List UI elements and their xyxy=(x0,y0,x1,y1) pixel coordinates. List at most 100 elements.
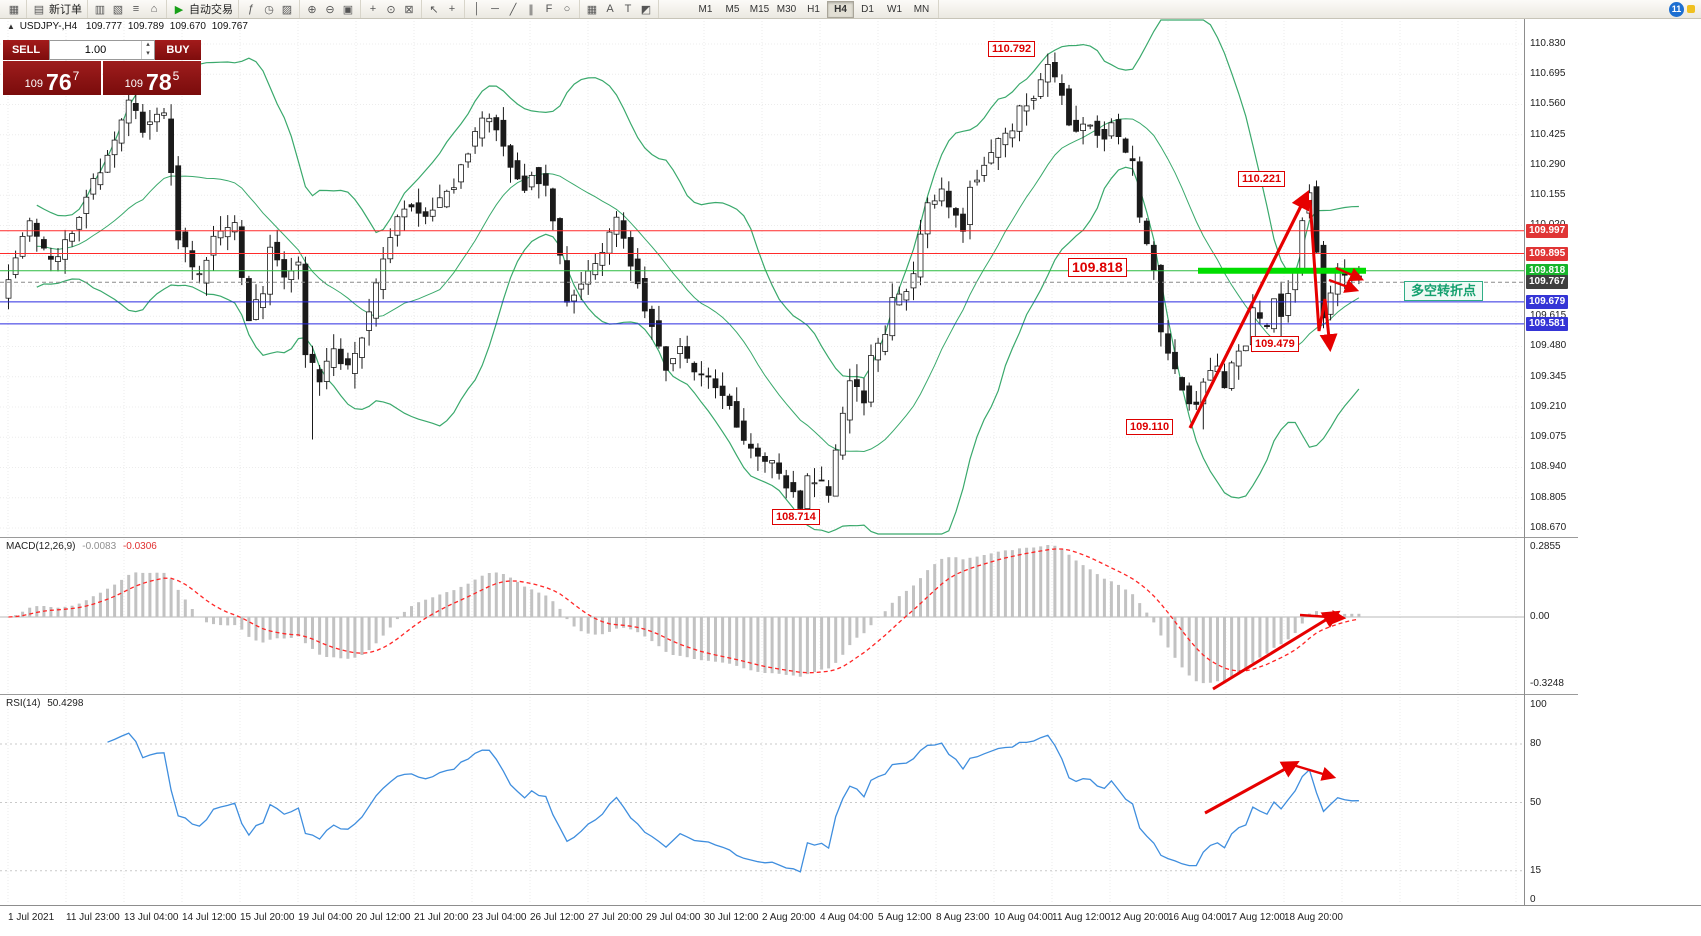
templates-icon[interactable]: ▨ xyxy=(278,1,296,17)
scale-label: 109.075 xyxy=(1530,431,1567,443)
sell-price[interactable]: 109 76 7 xyxy=(3,61,101,95)
grid-icon[interactable]: ▦ xyxy=(583,1,601,17)
trendline-icon-glyph: ╱ xyxy=(509,3,517,16)
indicators-icon[interactable]: ƒ xyxy=(242,1,260,17)
volume-down-button[interactable] xyxy=(142,50,154,59)
scale-label: 110.695 xyxy=(1530,68,1566,80)
timeframe-m30[interactable]: M30 xyxy=(776,3,797,15)
price-badge: 109.767 xyxy=(1526,275,1569,290)
price-callout[interactable]: 108.714 xyxy=(772,509,820,525)
grid-icon-glyph: ▦ xyxy=(586,3,598,16)
timeframe-m1[interactable]: M1 xyxy=(698,3,713,15)
new-order-button-glyph: ▤ xyxy=(33,3,45,16)
market-watch-icon[interactable]: ≡ xyxy=(127,1,145,17)
time-label: 13 Jul 04:00 xyxy=(124,912,179,923)
clock-icon[interactable]: ⊙ xyxy=(382,1,400,17)
toolbar-group-pointer: ↖ + xyxy=(422,0,465,18)
ohlc-close: 109.767 xyxy=(211,21,248,32)
time-label: 29 Jul 04:00 xyxy=(646,912,701,923)
price-badge: 109.997 xyxy=(1526,223,1569,238)
time-axis[interactable]: 1 Jul 2021 11 Jul 23:00 13 Jul 04:00 14 Jul… xyxy=(0,905,1701,936)
buy-price-sup: 5 xyxy=(172,69,180,83)
price-callout[interactable]: 109.110 xyxy=(1126,419,1174,435)
text-icon-glyph: A xyxy=(606,3,614,15)
time-label: 1 Jul 2021 xyxy=(8,912,55,923)
time-label: 19 Jul 04:00 xyxy=(298,912,353,923)
toolbar-group-layout: ▦ xyxy=(2,0,27,18)
zoom-out-icon[interactable]: ⊖ xyxy=(321,1,339,17)
profiles-icon[interactable]: ▧ xyxy=(109,1,127,17)
volume-input[interactable] xyxy=(50,41,141,59)
toolbar-group-chart-tools: ƒ ◷ ▨ xyxy=(239,0,300,18)
cursor-icon[interactable]: ↖ xyxy=(425,1,443,17)
timeframe-mn[interactable]: MN xyxy=(913,3,930,15)
fibonacci-icon[interactable]: F xyxy=(540,1,558,17)
price-callout[interactable]: 110.221 xyxy=(1238,171,1286,187)
scale-label: 110.155 xyxy=(1530,189,1566,201)
timeframe-h1[interactable]: H1 xyxy=(807,3,820,15)
add-indicator-icon[interactable]: + xyxy=(364,1,382,17)
trendline-icon[interactable]: ╱ xyxy=(504,1,522,17)
time-label: 26 Jul 12:00 xyxy=(530,912,585,923)
text-icon[interactable]: A xyxy=(601,1,619,17)
sell-button[interactable]: SELL xyxy=(3,40,49,60)
tile-windows-icon[interactable]: ▣ xyxy=(339,1,357,17)
toolbar-group-annotate: ▦ A T ◩ xyxy=(580,0,659,18)
cursor-icon-glyph: ↖ xyxy=(429,3,439,16)
scale-label: 110.830 xyxy=(1530,38,1566,49)
price-callout[interactable]: 109.818 xyxy=(1068,258,1127,277)
profiles-icon-glyph: ▧ xyxy=(112,3,124,16)
timeframe-d1[interactable]: D1 xyxy=(861,3,874,15)
add-indicator-icon-glyph: + xyxy=(369,3,377,15)
navigator-icon[interactable]: ⌂ xyxy=(145,1,163,17)
volume-up-button[interactable] xyxy=(142,41,154,50)
buy-button[interactable]: BUY xyxy=(155,40,201,60)
one-click-trading-panel: SELL BUY 109 76 7 109 78 5 xyxy=(3,40,201,95)
auto-trading-button[interactable]: ▶ 自动交易 xyxy=(170,1,235,17)
arrow-object-icon[interactable]: T xyxy=(619,1,637,17)
auto-trading-button-glyph: ▶ xyxy=(174,3,184,16)
price-badge: 109.581 xyxy=(1526,316,1569,331)
price-callout[interactable]: 109.479 xyxy=(1251,336,1299,352)
timeframe-w1[interactable]: W1 xyxy=(887,3,902,15)
time-label: 20 Jul 12:00 xyxy=(356,912,411,923)
time-label: 2 Aug 20:00 xyxy=(762,912,816,923)
vertical-line-icon[interactable]: │ xyxy=(468,1,486,17)
colors-icon[interactable]: ◩ xyxy=(637,1,655,17)
zoom-in-icon[interactable]: ⊕ xyxy=(303,1,321,17)
buy-price[interactable]: 109 78 5 xyxy=(103,61,201,95)
ellipse-icon[interactable]: ○ xyxy=(558,1,576,17)
scale-label: 0.00 xyxy=(1530,611,1550,622)
scale-label: 110.560 xyxy=(1530,98,1566,110)
crosshair-icon-glyph: + xyxy=(448,3,456,15)
horizontal-line-icon-glyph: ─ xyxy=(491,3,499,15)
timeframe-m5[interactable]: M5 xyxy=(725,3,740,15)
turning-point-label[interactable]: 多空转折点 xyxy=(1404,281,1484,301)
periods-icon[interactable]: ◷ xyxy=(260,1,278,17)
program-icon[interactable]: ▦ xyxy=(5,1,23,17)
timeframe-group: M1 M5 M15 M30 H1 H4 D1 W1 MN xyxy=(689,0,939,18)
tile-windows-icon-glyph: ▣ xyxy=(342,3,354,16)
time-label: 23 Jul 04:00 xyxy=(472,912,527,923)
ohlc-high: 109.789 xyxy=(127,21,165,32)
time-label: 8 Aug 23:00 xyxy=(936,912,990,923)
price-scale[interactable]: 110.830 110.695 110.560 110.425 110.290 110.1… xyxy=(1524,18,1579,905)
new-order-button[interactable]: ▤ 新订单 xyxy=(30,1,84,17)
charts-icon[interactable]: ▥ xyxy=(91,1,109,17)
rsi-name: RSI(14) xyxy=(6,698,41,709)
price-callout[interactable]: 110.792 xyxy=(988,41,1036,57)
notification-badge[interactable]: 11 xyxy=(1669,1,1684,17)
alert-dot-icon[interactable] xyxy=(1687,5,1695,13)
sell-price-big: 76 xyxy=(46,69,72,95)
timeframe-m15[interactable]: M15 xyxy=(749,3,770,15)
timeframe-h4[interactable]: H4 xyxy=(827,0,854,18)
channel-icon[interactable]: ∥ xyxy=(522,1,540,17)
mail-icon[interactable]: ⊠ xyxy=(400,1,418,17)
time-label: 12 Aug 20:00 xyxy=(1110,912,1169,923)
rsi-indicator-label: RSI(14) 50.4298 xyxy=(6,698,83,709)
horizontal-line-icon[interactable]: ─ xyxy=(486,1,504,17)
toolbar-group-objects: │ ─ ╱ ∥ F ○ xyxy=(465,0,580,18)
crosshair-icon[interactable]: + xyxy=(443,1,461,17)
